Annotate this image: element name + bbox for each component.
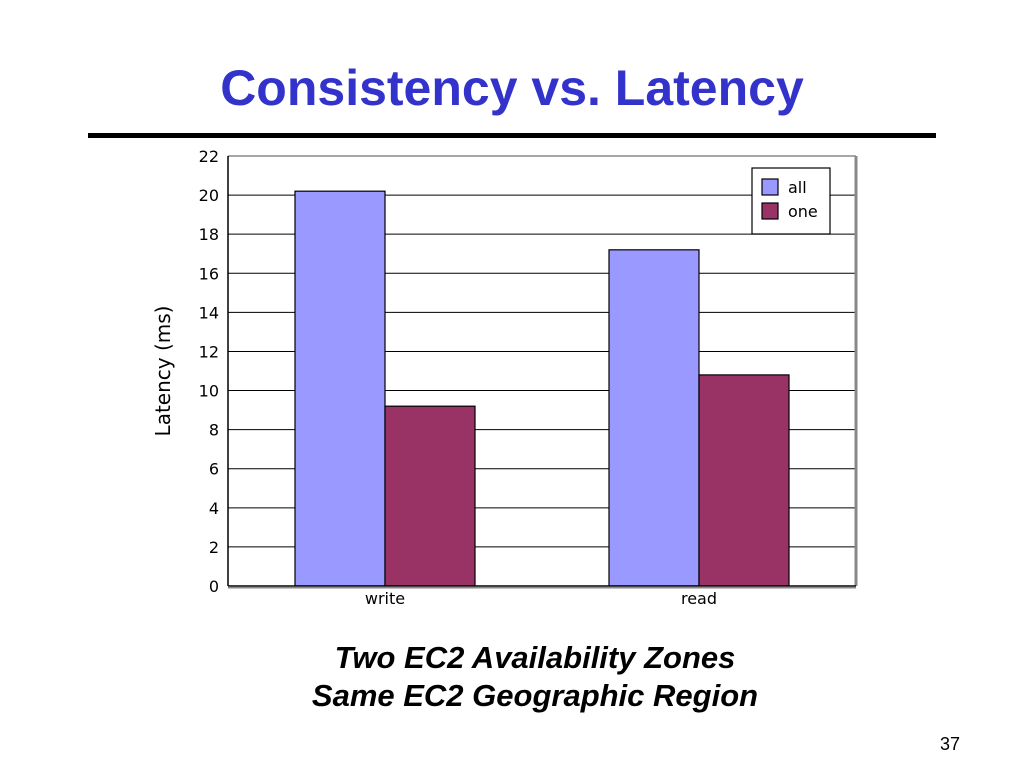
y-tick-label: 12 [199,342,219,361]
x-tick-labels: write read [365,589,717,608]
caption-line-2: Same EC2 Geographic Region [311,678,759,713]
bar-one-write [384,405,476,587]
legend-label-one: one [788,202,818,221]
slide-title: Consistency vs. Latency [220,60,804,116]
bar-all-write [294,190,386,587]
y-tick-label: 20 [199,186,219,205]
y-tick-label: 14 [199,303,219,322]
x-tick-label: write [365,589,405,608]
y-tick-label: 6 [209,460,219,479]
latency-bar-chart: 0 2 4 6 8 10 12 14 16 18 20 22 write read Latency (m… [151,147,858,608]
legend-label-all: all [788,178,807,197]
title-divider [88,133,936,138]
y-tick-label: 22 [199,147,219,166]
page-number: 37 [939,734,961,754]
y-tick-label: 16 [199,264,219,283]
legend-box [751,167,831,235]
y-tick-label: 8 [209,421,219,440]
caption-line-1: Two EC2 Availability Zones [334,640,736,675]
x-tick-label: read [681,589,717,608]
y-axis-label: Latency (ms) [151,306,175,437]
y-tick-label: 0 [209,577,219,596]
y-tick-label: 18 [199,225,219,244]
axes [227,155,858,589]
y-tick-label: 4 [209,499,219,518]
y-tick-label: 10 [199,382,219,401]
y-tick-label: 2 [209,538,219,557]
legend-swatch-one [761,202,779,220]
bar-one-read [698,374,790,587]
bars [294,190,790,587]
bar-all-read [608,249,700,587]
y-tick-labels: 0 2 4 6 8 10 12 14 16 18 20 22 [199,147,219,596]
legend-swatch-all [761,178,779,196]
legend: all one [751,167,831,235]
